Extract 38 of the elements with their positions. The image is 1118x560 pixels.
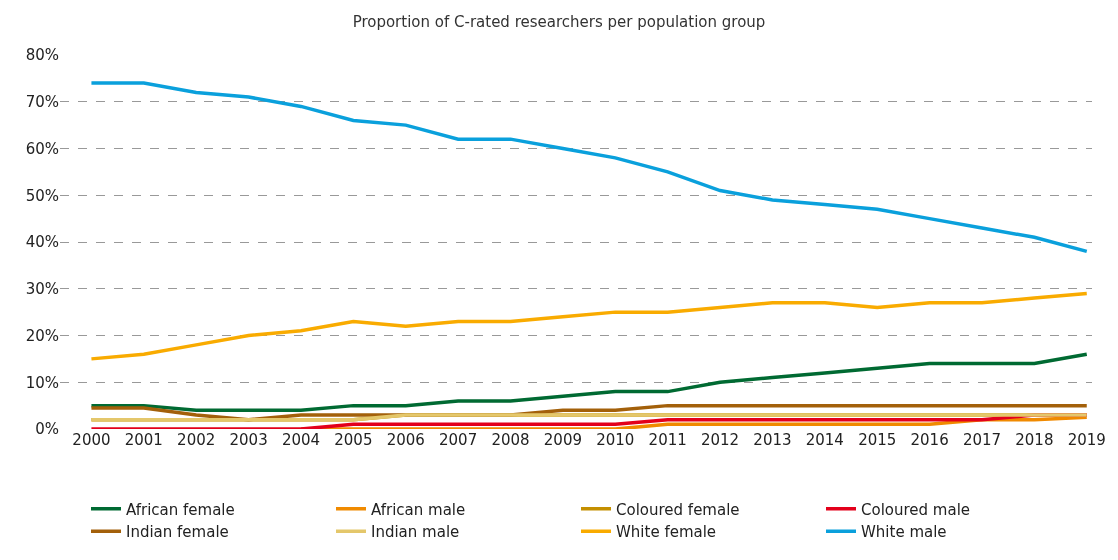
x-tick-label: 2019 xyxy=(1067,431,1106,449)
x-tick-label: 2003 xyxy=(229,431,268,449)
legend-label: African male xyxy=(371,500,466,519)
x-tick-label: 2017 xyxy=(962,431,1002,449)
x-tick-label: 2006 xyxy=(386,431,425,449)
x-tick-label: 2018 xyxy=(1015,431,1054,449)
x-tick-label: 2000 xyxy=(72,431,111,449)
legend-label: African female xyxy=(126,500,235,519)
legend-label: Indian female xyxy=(126,523,229,542)
y-tick-label: 0% xyxy=(35,420,59,439)
y-tick-label: 30% xyxy=(25,280,59,298)
legend-label: White male xyxy=(861,523,947,542)
y-tick-label: 60% xyxy=(25,139,59,158)
legend-label: Indian male xyxy=(371,523,460,542)
x-tick-label: 2011 xyxy=(648,431,687,449)
chart-title: Proportion of C-rated researchers per population group xyxy=(352,13,766,32)
y-tick-label: 50% xyxy=(25,186,59,205)
x-tick-label: 2016 xyxy=(910,431,949,449)
y-tick-label: 40% xyxy=(25,233,59,252)
y-tick-label: 70% xyxy=(25,93,59,111)
x-tick-label: 2013 xyxy=(753,431,792,449)
legend-label: Coloured male xyxy=(861,500,971,519)
x-tick-label: 2014 xyxy=(805,431,844,449)
y-tick-label: 10% xyxy=(25,373,59,392)
x-tick-label: 2005 xyxy=(334,431,373,449)
x-tick-label: 2008 xyxy=(491,431,530,449)
y-tick-label: 20% xyxy=(25,326,59,345)
x-tick-label: 2010 xyxy=(596,431,635,449)
x-tick-label: 2004 xyxy=(281,431,321,449)
x-tick-label: 2012 xyxy=(700,431,740,449)
y-tick-label: 80% xyxy=(25,46,59,65)
x-tick-label: 2007 xyxy=(439,431,478,449)
legend-label: White female xyxy=(616,523,717,542)
x-tick-label: 2001 xyxy=(124,431,163,449)
x-tick-label: 2015 xyxy=(858,431,897,449)
x-tick-label: 2009 xyxy=(543,431,582,449)
legend-label: Coloured female xyxy=(616,500,740,519)
x-tick-label: 2002 xyxy=(177,431,216,449)
